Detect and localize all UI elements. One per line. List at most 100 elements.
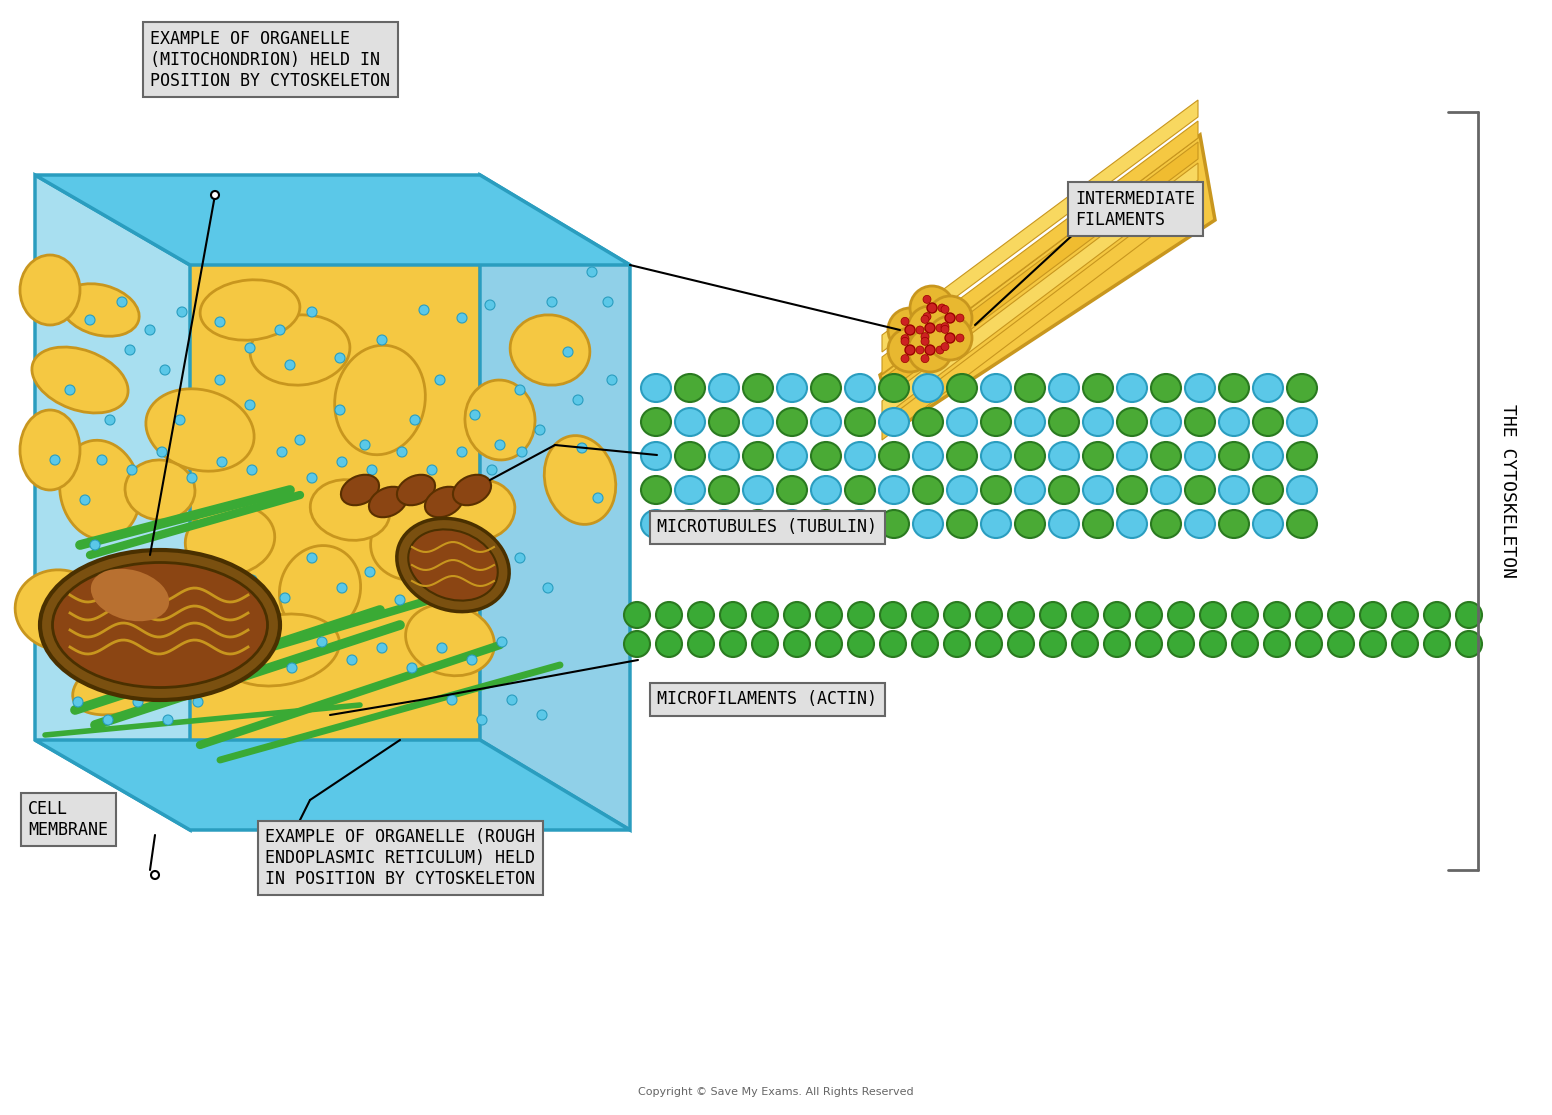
Circle shape bbox=[1392, 631, 1419, 657]
Ellipse shape bbox=[913, 510, 944, 539]
Circle shape bbox=[880, 631, 906, 657]
Ellipse shape bbox=[947, 510, 978, 539]
Ellipse shape bbox=[778, 374, 807, 403]
Circle shape bbox=[397, 447, 407, 457]
Circle shape bbox=[905, 324, 916, 334]
Ellipse shape bbox=[812, 476, 841, 504]
Circle shape bbox=[186, 568, 197, 576]
Circle shape bbox=[247, 575, 258, 585]
Text: EXAMPLE OF ORGANELLE
(MITOCHONDRION) HELD IN
POSITION BY CYTOSKELETON: EXAMPLE OF ORGANELLE (MITOCHONDRION) HEL… bbox=[151, 30, 390, 89]
Circle shape bbox=[90, 540, 99, 550]
Circle shape bbox=[880, 602, 906, 628]
Circle shape bbox=[537, 710, 546, 720]
Circle shape bbox=[515, 553, 525, 563]
Circle shape bbox=[563, 347, 573, 357]
Ellipse shape bbox=[709, 476, 739, 504]
Ellipse shape bbox=[743, 442, 773, 471]
Circle shape bbox=[913, 631, 937, 657]
Circle shape bbox=[65, 385, 74, 395]
Ellipse shape bbox=[709, 510, 739, 539]
Circle shape bbox=[1136, 602, 1162, 628]
Polygon shape bbox=[36, 175, 630, 265]
Circle shape bbox=[543, 583, 553, 593]
Circle shape bbox=[295, 435, 306, 445]
Ellipse shape bbox=[1049, 374, 1079, 403]
Ellipse shape bbox=[40, 550, 279, 700]
Circle shape bbox=[816, 631, 843, 657]
Ellipse shape bbox=[675, 408, 705, 436]
Circle shape bbox=[73, 697, 82, 707]
Ellipse shape bbox=[1015, 374, 1044, 403]
Circle shape bbox=[928, 295, 972, 340]
Circle shape bbox=[1103, 631, 1130, 657]
Ellipse shape bbox=[1152, 476, 1181, 504]
Circle shape bbox=[535, 425, 545, 435]
Ellipse shape bbox=[397, 475, 435, 505]
Circle shape bbox=[577, 443, 587, 453]
Ellipse shape bbox=[1152, 408, 1181, 436]
Circle shape bbox=[456, 547, 467, 558]
Circle shape bbox=[1263, 602, 1290, 628]
Circle shape bbox=[163, 715, 172, 725]
Circle shape bbox=[337, 457, 348, 467]
Ellipse shape bbox=[675, 476, 705, 504]
Ellipse shape bbox=[913, 374, 944, 403]
Circle shape bbox=[753, 631, 778, 657]
Circle shape bbox=[360, 440, 369, 450]
Ellipse shape bbox=[1049, 476, 1079, 504]
Circle shape bbox=[941, 342, 948, 350]
Circle shape bbox=[220, 603, 230, 613]
Circle shape bbox=[944, 602, 970, 628]
Ellipse shape bbox=[1083, 442, 1113, 471]
Ellipse shape bbox=[61, 283, 140, 337]
Ellipse shape bbox=[675, 510, 705, 539]
Ellipse shape bbox=[1287, 374, 1318, 403]
Circle shape bbox=[470, 410, 480, 420]
Ellipse shape bbox=[1049, 510, 1079, 539]
Circle shape bbox=[487, 465, 497, 475]
Circle shape bbox=[1392, 602, 1419, 628]
Ellipse shape bbox=[1252, 476, 1284, 504]
Ellipse shape bbox=[641, 510, 670, 539]
Circle shape bbox=[593, 493, 604, 503]
Text: MICROFILAMENTS (ACTIN): MICROFILAMENTS (ACTIN) bbox=[656, 690, 877, 708]
Circle shape bbox=[396, 595, 405, 605]
Ellipse shape bbox=[1117, 442, 1147, 471]
Ellipse shape bbox=[445, 479, 515, 540]
Circle shape bbox=[337, 583, 348, 593]
Ellipse shape bbox=[397, 518, 509, 612]
Text: Copyright © Save My Exams. All Rights Reserved: Copyright © Save My Exams. All Rights Re… bbox=[638, 1087, 914, 1097]
Polygon shape bbox=[880, 135, 1215, 430]
Circle shape bbox=[517, 447, 528, 457]
Ellipse shape bbox=[405, 604, 495, 676]
Circle shape bbox=[902, 318, 909, 326]
Ellipse shape bbox=[675, 442, 705, 471]
Polygon shape bbox=[882, 100, 1198, 352]
Circle shape bbox=[920, 332, 930, 341]
Ellipse shape bbox=[1117, 510, 1147, 539]
Circle shape bbox=[1136, 631, 1162, 657]
Circle shape bbox=[1040, 602, 1066, 628]
Circle shape bbox=[335, 405, 345, 415]
Circle shape bbox=[1007, 602, 1034, 628]
Circle shape bbox=[976, 602, 1003, 628]
Circle shape bbox=[1296, 631, 1322, 657]
Circle shape bbox=[245, 400, 255, 410]
Circle shape bbox=[279, 593, 290, 603]
Ellipse shape bbox=[126, 460, 196, 520]
Polygon shape bbox=[480, 175, 630, 830]
Circle shape bbox=[888, 328, 933, 372]
Circle shape bbox=[925, 323, 934, 333]
Circle shape bbox=[927, 303, 937, 313]
Ellipse shape bbox=[110, 560, 189, 621]
Ellipse shape bbox=[73, 646, 188, 715]
Ellipse shape bbox=[1152, 510, 1181, 539]
Ellipse shape bbox=[844, 408, 875, 436]
Ellipse shape bbox=[220, 614, 340, 686]
Circle shape bbox=[317, 637, 327, 647]
Circle shape bbox=[107, 655, 116, 665]
Circle shape bbox=[1425, 602, 1450, 628]
Ellipse shape bbox=[20, 255, 81, 324]
Circle shape bbox=[976, 631, 1003, 657]
Ellipse shape bbox=[335, 346, 425, 455]
